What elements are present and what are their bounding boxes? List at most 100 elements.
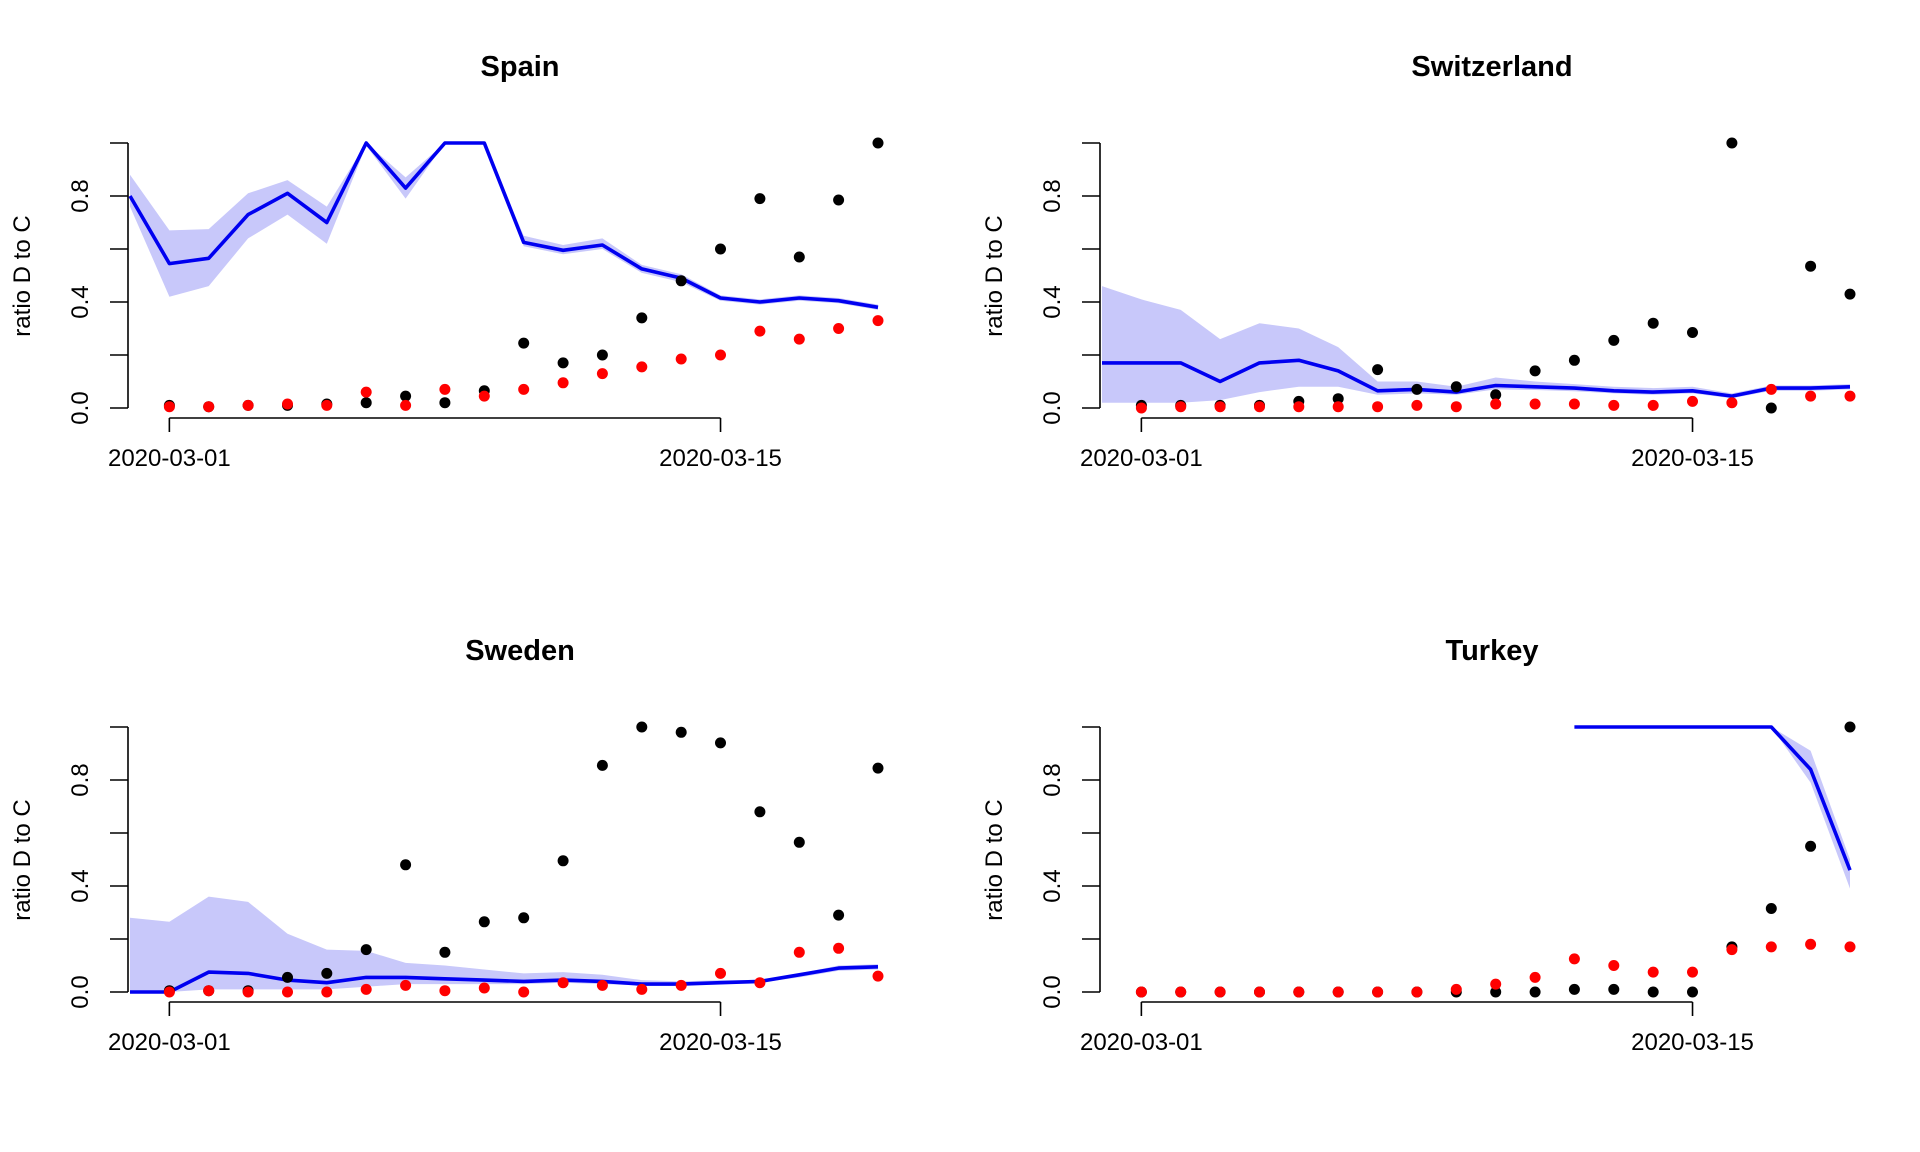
red-point — [478, 390, 490, 402]
red-point — [360, 386, 372, 398]
black-point — [518, 337, 530, 349]
panel-switzerland: Switzerland ratio D to C 0.0 0.4 0.8 2020-0… — [981, 51, 1856, 472]
red-point — [1411, 986, 1423, 998]
y-tick-label: 0.0 — [67, 975, 94, 1008]
red-point — [636, 361, 648, 373]
confidence-band — [1771, 727, 1850, 889]
confidence-band — [130, 143, 878, 310]
red-point — [557, 977, 569, 989]
red-point — [1254, 401, 1265, 413]
red-point — [321, 399, 333, 411]
black-point — [439, 946, 451, 958]
x-tick-label: 2020-03-01 — [108, 445, 231, 472]
black-point — [715, 243, 726, 255]
fit-line — [130, 965, 879, 994]
red-point — [596, 979, 608, 991]
y-tick-label: 0.0 — [1039, 391, 1066, 424]
black-point — [1490, 986, 1502, 998]
red-point — [242, 399, 254, 411]
y-axis-label: ratio D to C — [981, 215, 1008, 336]
red-point — [833, 942, 845, 954]
black-point — [1529, 986, 1541, 998]
red-point — [1450, 401, 1462, 413]
red-point — [1175, 986, 1187, 998]
red-point — [1687, 966, 1698, 978]
red-point — [1372, 401, 1384, 413]
red-point — [754, 977, 766, 989]
red-point — [1726, 944, 1738, 956]
red-point — [1805, 390, 1817, 402]
red-point — [1647, 399, 1659, 411]
y-axis-label: ratio D to C — [981, 799, 1008, 920]
x-tick-label: 2020-03-01 — [1080, 445, 1203, 472]
y-axis-label: ratio D to C — [9, 799, 36, 920]
red-point — [1450, 983, 1462, 995]
black-point — [557, 357, 569, 369]
red-point — [400, 979, 412, 991]
y-tick-label: 0.8 — [1039, 179, 1066, 212]
black-point — [1805, 840, 1817, 852]
x-tick-label: 2020-03-15 — [1631, 1029, 1754, 1056]
black-point — [754, 806, 766, 818]
black-point — [636, 721, 648, 733]
black-point — [833, 909, 845, 921]
x-tick-label: 2020-03-15 — [1631, 445, 1754, 472]
red-point — [1608, 960, 1620, 971]
red-point — [1372, 986, 1384, 998]
red-point — [1332, 401, 1344, 413]
black-point — [360, 397, 372, 409]
red-point — [675, 353, 687, 365]
red-point — [1529, 971, 1541, 983]
y-tick-label: 0.0 — [1039, 975, 1066, 1008]
black-point — [478, 916, 490, 928]
panel-title: Sweden — [465, 635, 575, 667]
panel-title: Turkey — [1446, 635, 1539, 667]
black-point — [675, 275, 687, 287]
red-point — [1805, 938, 1817, 950]
black-point — [1490, 389, 1502, 401]
black-point — [1332, 393, 1344, 405]
red-point — [1490, 398, 1502, 410]
red-point — [636, 983, 648, 995]
red-point — [1214, 401, 1226, 413]
red-point — [793, 946, 805, 958]
red-point — [1844, 941, 1856, 953]
black-point — [754, 193, 766, 205]
red-point — [400, 399, 412, 411]
black-point — [596, 349, 608, 361]
fit-line — [1574, 725, 1852, 871]
panel-turkey: Turkey ratio D to C 0.0 0.4 0.8 2020-03-01 2… — [981, 635, 1856, 1056]
red-point — [1293, 401, 1305, 413]
red-point — [872, 970, 884, 982]
panel-title: Spain — [481, 51, 560, 83]
black-point — [1726, 137, 1738, 149]
panel-sweden: Sweden ratio D to C 0.0 0.4 0.8 2020-03-01 2… — [9, 635, 884, 1056]
black-point — [360, 944, 372, 956]
black-point — [1805, 260, 1817, 272]
red-point — [1332, 986, 1344, 998]
black-point — [1608, 983, 1620, 995]
black-point — [518, 912, 530, 924]
red-point — [1293, 986, 1305, 998]
red-point — [163, 986, 175, 998]
red-point — [1411, 399, 1423, 411]
panel-spain: Spain ratio D to C 0.0 0.4 0.8 2020-03-01 20… — [9, 51, 884, 472]
red-point — [282, 398, 293, 410]
black-point — [833, 194, 845, 206]
confidence-band — [1102, 286, 1850, 403]
black-point — [400, 859, 412, 871]
y-tick-label: 0.4 — [1039, 869, 1066, 902]
red-point — [833, 323, 845, 334]
fit-line — [1102, 358, 1851, 398]
red-point — [203, 985, 215, 997]
black-point — [793, 836, 805, 848]
black-point — [1687, 327, 1698, 338]
black-point — [1647, 317, 1659, 329]
red-point — [1490, 978, 1502, 990]
black-point — [1844, 721, 1856, 733]
black-point — [400, 390, 412, 402]
black-point — [1372, 364, 1384, 376]
red-point — [715, 967, 726, 979]
red-point — [321, 986, 333, 998]
black-point — [1411, 383, 1423, 395]
